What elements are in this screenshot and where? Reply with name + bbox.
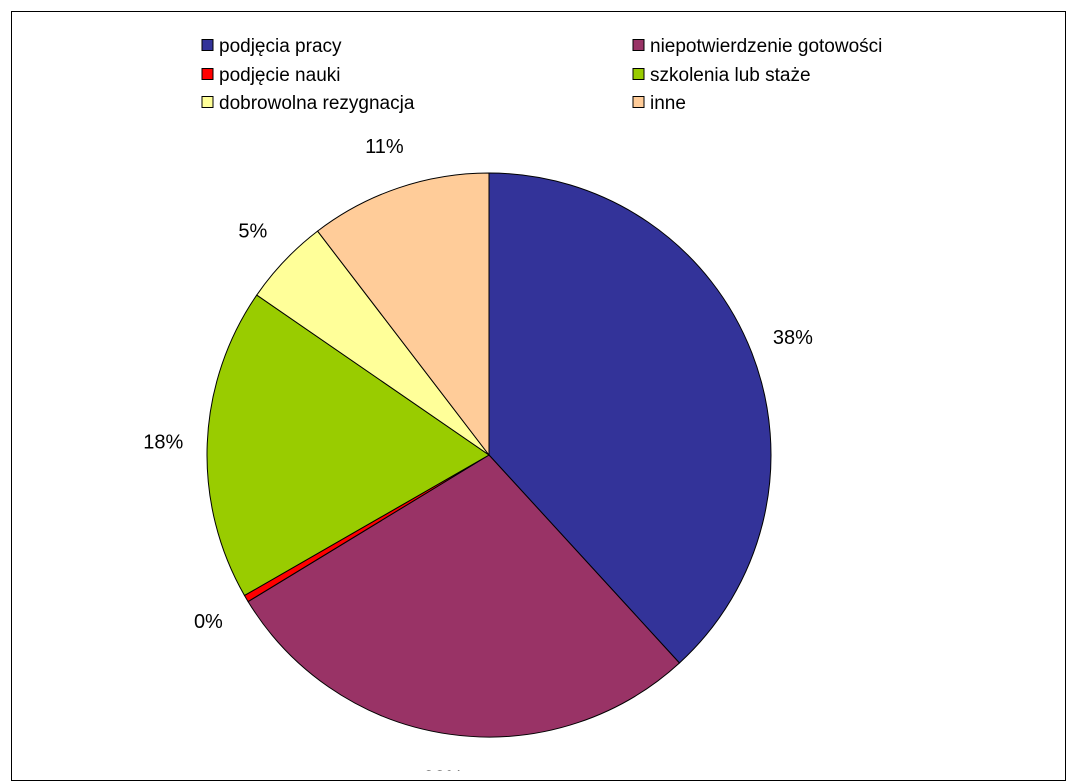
legend-swatch-4 bbox=[632, 68, 645, 80]
slice-label-4: 18% bbox=[143, 432, 183, 454]
slice-labels: 38% 28% 0% 18% 5% 11% bbox=[143, 136, 813, 771]
pie-slice-6 bbox=[316, 172, 490, 457]
pie-slice-2 bbox=[247, 454, 681, 738]
legend: podjęcia pracy niepotwierdzenie gotowości… bbox=[201, 36, 882, 114]
legend-entry-5: dobrowolna rezygnacja bbox=[219, 93, 415, 114]
legend-entry-3: podjęcie nauki bbox=[219, 65, 340, 86]
legend-swatch-1 bbox=[201, 39, 214, 51]
legend-entry-2: niepotwierdzenie gotowości bbox=[650, 36, 882, 57]
legend-swatch-2 bbox=[632, 39, 645, 51]
slice-label-5: 5% bbox=[238, 220, 267, 242]
pie-slice-4 bbox=[206, 294, 490, 597]
legend-entry-6: inne bbox=[650, 93, 686, 114]
pie-slices bbox=[206, 172, 772, 738]
slice-label-1: 38% bbox=[773, 327, 813, 349]
slice-label-3: 0% bbox=[194, 611, 223, 633]
legend-swatch-6 bbox=[632, 96, 645, 108]
legend-swatch-5 bbox=[201, 96, 214, 108]
pie-slice-1 bbox=[488, 172, 772, 664]
legend-entry-4: szkolenia lub staże bbox=[650, 65, 811, 86]
legend-entry-1: podjęcia pracy bbox=[219, 36, 342, 57]
legend-swatch-3 bbox=[201, 68, 214, 80]
slice-label-2: 28% bbox=[423, 768, 463, 771]
slice-label-6: 11% bbox=[365, 136, 404, 158]
